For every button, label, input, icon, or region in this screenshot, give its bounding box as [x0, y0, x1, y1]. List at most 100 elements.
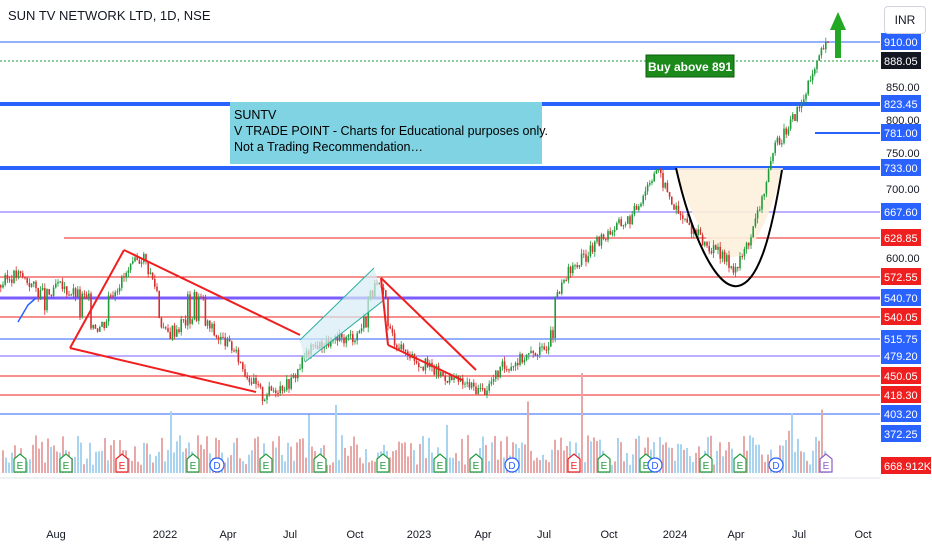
candle-body — [605, 238, 607, 240]
candle-body — [105, 321, 108, 328]
candle-body — [136, 257, 138, 261]
volume-bar — [419, 443, 421, 473]
candle-body — [543, 346, 545, 350]
price-level-tag — [881, 159, 921, 176]
candle-body — [279, 386, 281, 394]
left-zigzag — [17, 297, 37, 323]
volume-bar — [101, 450, 103, 473]
volume-bar — [452, 457, 454, 473]
volume-bar — [566, 445, 568, 473]
volume-bar — [785, 440, 787, 473]
volume-bar — [536, 457, 538, 473]
candle-body — [345, 336, 347, 344]
candle-body — [283, 390, 286, 392]
volume-bar — [389, 457, 391, 473]
candle-body — [657, 169, 660, 171]
price-level-label: 628.85 — [884, 233, 918, 245]
candle-body — [642, 195, 644, 204]
candle-body — [743, 249, 746, 257]
candle-body — [149, 272, 152, 274]
volume-bar — [680, 444, 682, 473]
candle-body — [728, 255, 730, 268]
candle-body — [499, 366, 501, 378]
volume-bar — [794, 452, 796, 473]
candle-body — [514, 362, 517, 367]
candle-body — [585, 254, 587, 262]
volume-bar — [287, 442, 289, 473]
annotation-bg — [230, 102, 542, 164]
candle-body — [598, 236, 600, 246]
candle-body — [534, 352, 537, 356]
volume-bar — [458, 460, 460, 473]
price-level-tag — [881, 347, 921, 364]
currency-button[interactable]: INR — [884, 6, 926, 34]
volume-bar — [683, 449, 685, 473]
candle-body — [525, 354, 528, 360]
volume-bar — [806, 460, 808, 473]
volume-bar — [128, 458, 130, 473]
candle-body — [173, 325, 176, 337]
volume-bar — [179, 435, 181, 473]
candle-body — [6, 274, 9, 280]
candle-body — [484, 388, 486, 396]
time-tick: 2022 — [153, 529, 177, 541]
candle-body — [466, 382, 468, 384]
price-level-label: 910.00 — [884, 37, 918, 49]
buy-label-bg — [645, 54, 735, 78]
candle-body — [774, 142, 776, 154]
candle-body — [660, 169, 662, 173]
candle-body — [4, 274, 6, 285]
candle-body — [805, 94, 807, 100]
candle-body — [55, 283, 57, 288]
buy-label-text: Buy above 891 — [648, 60, 732, 74]
volume-bar — [98, 451, 100, 473]
volume-bar — [215, 437, 217, 473]
volume-bar — [614, 461, 616, 473]
volume-bar — [449, 457, 451, 473]
volume-bar — [413, 450, 415, 473]
price-tick: 700.00 — [886, 184, 920, 196]
annotation-box: SUNTV V TRADE POINT - Charts for Educatio… — [230, 102, 548, 164]
earnings-marker-label: E — [17, 461, 24, 472]
volume-bar — [596, 441, 598, 473]
candle-body — [92, 324, 94, 329]
candle-body — [330, 340, 332, 347]
candle-body — [715, 245, 717, 250]
price-level-label: 540.05 — [884, 312, 918, 324]
candle-body — [154, 278, 156, 287]
candle-body — [580, 253, 583, 266]
volume-bar — [197, 435, 199, 473]
candle-body — [176, 329, 178, 337]
cup-shading — [675, 168, 783, 258]
candle-body — [536, 354, 539, 356]
candle-body — [481, 387, 484, 389]
candle-body — [587, 256, 589, 262]
candle-body — [178, 329, 180, 333]
up-arrow-icon — [830, 12, 846, 58]
candle-body — [193, 292, 196, 320]
candle-body — [668, 192, 671, 197]
volume-bar — [110, 445, 112, 473]
volume-bar — [176, 441, 178, 473]
candle-body — [433, 367, 435, 375]
volume-bar — [206, 436, 208, 473]
volume-bar — [746, 450, 748, 473]
candle-body — [609, 231, 611, 235]
earnings-marker — [469, 453, 483, 473]
candle-body — [48, 289, 50, 295]
volume-bar — [521, 442, 523, 473]
volume-bar — [716, 450, 718, 473]
candle-body — [404, 349, 407, 352]
candle-body — [228, 338, 231, 342]
price-level-label: 515.75 — [884, 334, 918, 346]
volume-bar — [35, 435, 37, 473]
volume-bar — [533, 460, 535, 473]
volume-bar — [134, 446, 136, 473]
candle-body — [737, 266, 739, 269]
volume-bar — [356, 444, 358, 473]
time-tick: Jul — [283, 529, 297, 541]
time-tick: Apr — [219, 529, 236, 541]
volume-bar — [752, 437, 754, 473]
